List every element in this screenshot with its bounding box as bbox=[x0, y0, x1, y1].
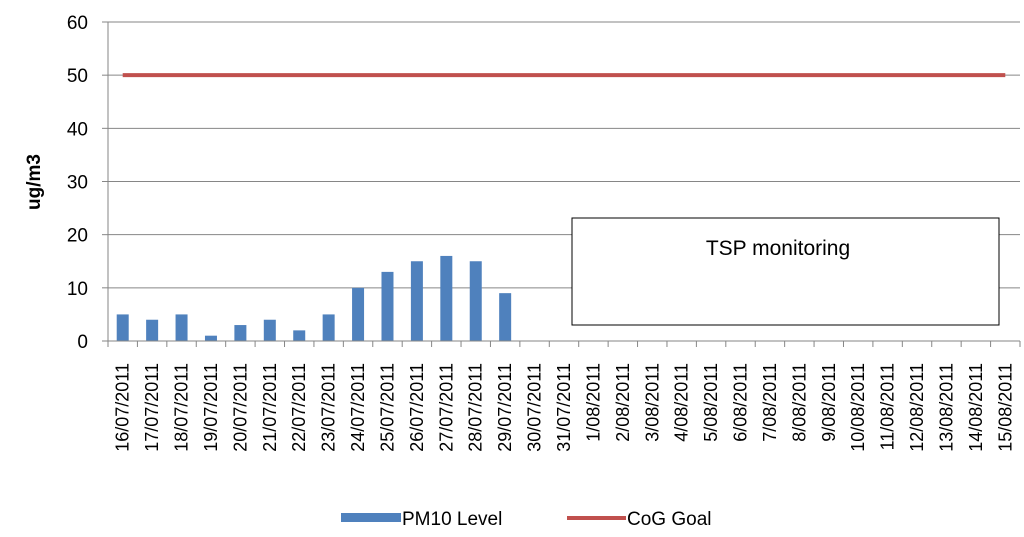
y-tick-label: 50 bbox=[67, 66, 88, 87]
bar-pm10 bbox=[381, 271, 394, 341]
y-tick-labels: 0 10 20 30 40 50 60 bbox=[67, 13, 88, 353]
bar-pm10 bbox=[322, 314, 335, 341]
y-tick-label: 0 bbox=[77, 332, 88, 353]
bar-pm10 bbox=[499, 293, 512, 341]
y-axis-label: ug/m3 bbox=[24, 154, 45, 210]
x-tick-label: 1/08/2011 bbox=[583, 363, 603, 442]
x-tick-label: 4/08/2011 bbox=[672, 363, 692, 442]
x-tick-labels: 16/07/2011 17/07/2011 18/07/2011 19/07/2011… bbox=[113, 363, 1016, 452]
bar-pm10 bbox=[410, 261, 423, 341]
x-tick-label: 26/07/2011 bbox=[407, 363, 427, 452]
x-tick-label: 15/08/2011 bbox=[995, 363, 1015, 452]
x-tick-label: 27/07/2011 bbox=[436, 363, 456, 452]
annotation-text: TSP monitoring bbox=[706, 237, 850, 260]
x-tick-label: 11/08/2011 bbox=[878, 363, 898, 450]
legend-swatch-pm10 bbox=[341, 513, 401, 522]
bar-pm10 bbox=[263, 319, 276, 341]
axes bbox=[107, 22, 1021, 347]
bar-pm10 bbox=[234, 325, 247, 341]
x-tick-label: 25/07/2011 bbox=[377, 363, 397, 452]
x-tick-label: 13/08/2011 bbox=[936, 363, 956, 452]
x-tick-label: 18/07/2011 bbox=[172, 363, 192, 452]
x-tick-label: 12/08/2011 bbox=[907, 363, 927, 452]
bar-pm10 bbox=[352, 287, 365, 341]
x-tick-label: 19/07/2011 bbox=[201, 363, 221, 452]
x-tick-label: 16/07/2011 bbox=[113, 363, 133, 452]
x-tick-label: 3/08/2011 bbox=[642, 363, 662, 442]
legend-label-pm10: PM10 Level bbox=[402, 509, 502, 530]
bar-pm10 bbox=[204, 335, 217, 341]
x-tick-label: 8/08/2011 bbox=[789, 363, 809, 442]
x-tick-label: 22/07/2011 bbox=[289, 363, 309, 452]
bar-pm10 bbox=[469, 261, 482, 341]
bar-series bbox=[116, 255, 512, 341]
annotation-frame bbox=[571, 217, 1000, 326]
bar-pm10 bbox=[440, 255, 453, 341]
legend: PM10 Level CoG Goal bbox=[341, 509, 711, 530]
y-tick-label: 60 bbox=[67, 13, 88, 34]
y-tick-label: 30 bbox=[67, 173, 88, 194]
x-tick-label: 5/08/2011 bbox=[701, 363, 721, 442]
x-tick-label: 24/07/2011 bbox=[348, 363, 368, 452]
x-tick-label: 9/08/2011 bbox=[819, 363, 839, 442]
annotation-box: TSP monitoring bbox=[571, 217, 1000, 326]
y-tick-label: 10 bbox=[67, 279, 88, 300]
x-tick-label: 31/07/2011 bbox=[554, 363, 574, 452]
x-tick-label: 14/08/2011 bbox=[966, 363, 986, 452]
x-tick-label: 23/07/2011 bbox=[319, 363, 339, 452]
legend-label-cog: CoG Goal bbox=[627, 509, 711, 530]
x-tick-label: 21/07/2011 bbox=[260, 363, 280, 452]
x-tick-label: 30/07/2011 bbox=[525, 363, 545, 452]
x-tick-label: 2/08/2011 bbox=[613, 363, 633, 442]
y-tick-label: 40 bbox=[67, 119, 88, 140]
x-tick-label: 28/07/2011 bbox=[466, 363, 486, 452]
x-tick-label: 20/07/2011 bbox=[230, 363, 250, 452]
x-tick-label: 6/08/2011 bbox=[731, 363, 751, 442]
x-tick-label: 17/07/2011 bbox=[142, 363, 162, 452]
x-tick-label: 10/08/2011 bbox=[848, 363, 868, 452]
bar-pm10 bbox=[293, 330, 306, 341]
bar-pm10 bbox=[175, 314, 188, 341]
bar-pm10 bbox=[146, 319, 159, 341]
y-tick-label: 20 bbox=[67, 226, 88, 247]
x-tick-label: 7/08/2011 bbox=[760, 363, 780, 442]
bar-pm10 bbox=[116, 314, 129, 341]
x-tick-label: 29/07/2011 bbox=[495, 363, 515, 452]
